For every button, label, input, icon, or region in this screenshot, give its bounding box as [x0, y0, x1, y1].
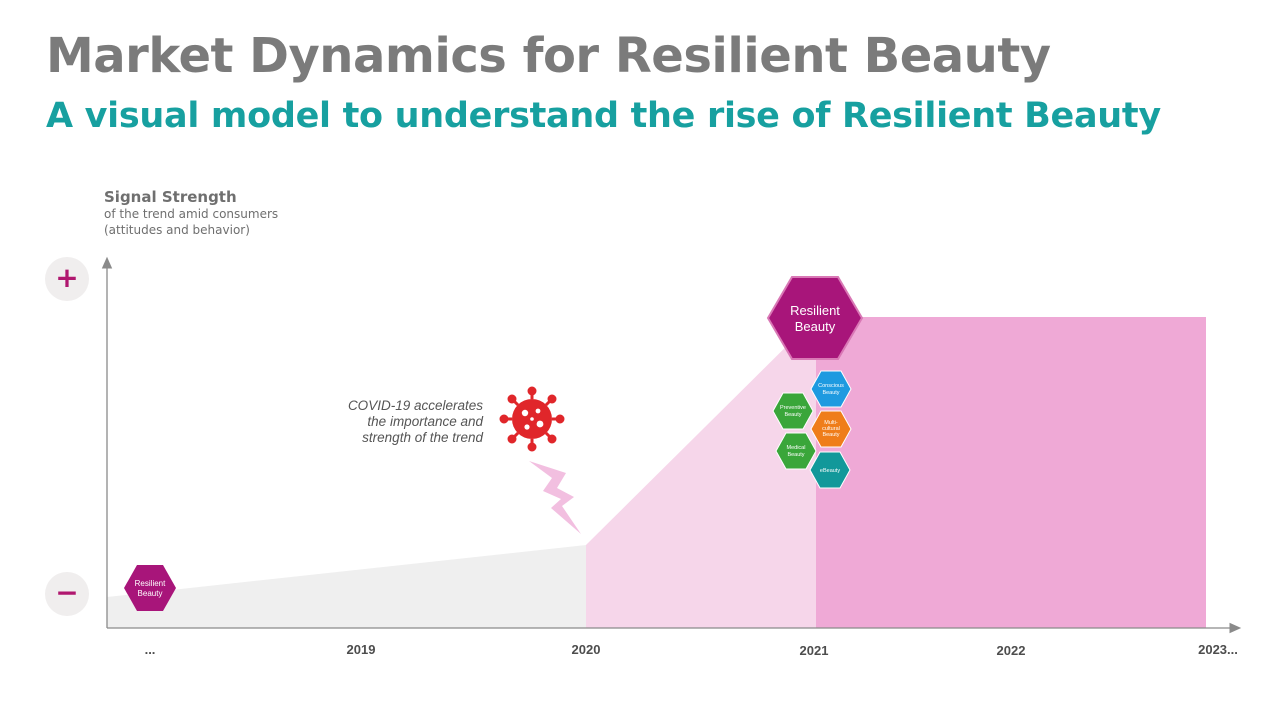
covid-note-line1: COVID-19 accelerates [348, 398, 483, 413]
svg-text:Beauty: Beauty [795, 319, 836, 334]
hexagon-resilient-beauty-large: Resilient Beauty [766, 276, 864, 360]
svg-text:Medical: Medical [787, 445, 806, 451]
svg-text:Multi-: Multi- [824, 420, 838, 426]
svg-text:Resilient: Resilient [790, 303, 840, 318]
svg-text:eBeauty: eBeauty [820, 468, 840, 474]
svg-text:Beauty: Beauty [822, 432, 839, 438]
svg-text:Preventive: Preventive [780, 405, 806, 411]
x-tick-start: ... [145, 642, 156, 657]
minus-badge: − [45, 572, 89, 616]
x-tick-2020: 2020 [572, 642, 601, 657]
page-subtitle: A visual model to understand the rise of… [46, 96, 1161, 136]
svg-text:Beauty: Beauty [784, 412, 801, 418]
hexagon-preventive-beauty: Preventive Beauty [772, 392, 814, 430]
hexagon-multicultural-beauty: Multi- cultural Beauty [810, 410, 852, 448]
virus-icon [499, 386, 565, 452]
x-tick-2019: 2019 [347, 642, 376, 657]
plus-badge: + [45, 257, 89, 301]
x-tick-2023: 2023... [1198, 642, 1238, 657]
y-axis-title-line1: of the trend amid consumers [104, 207, 279, 221]
accelerated-trend-area [586, 317, 816, 628]
covid-note-line2: the importance and [367, 414, 483, 429]
baseline-trend-area [107, 545, 586, 628]
y-axis-title-main: Signal Strength [104, 188, 237, 206]
covid-note-line3: strength of the trend [362, 430, 483, 445]
svg-text:Resilient: Resilient [135, 579, 166, 588]
peak-trend-area [816, 317, 1206, 628]
hexagon-conscious-beauty: Conscious Beauty [810, 370, 852, 408]
y-axis-title: Signal Strength of the trend amid consum… [104, 188, 278, 238]
svg-text:Beauty: Beauty [787, 452, 804, 458]
hexagon-ebeauty: eBeauty [809, 451, 851, 489]
y-axis-title-line2: (attitudes and behavior) [104, 223, 250, 237]
lightning-bolt-icon [529, 461, 581, 534]
hexagon-medical-beauty: Medical Beauty [775, 432, 817, 470]
svg-text:Beauty: Beauty [822, 390, 839, 396]
svg-text:Conscious: Conscious [818, 383, 844, 389]
svg-text:cultural: cultural [822, 426, 840, 432]
svg-text:Beauty: Beauty [138, 589, 163, 598]
x-tick-2022: 2022 [997, 643, 1026, 658]
hexagon-resilient-beauty-small: Resilient Beauty [124, 565, 176, 611]
x-tick-2021: 2021 [800, 643, 829, 658]
page-title: Market Dynamics for Resilient Beauty [46, 28, 1051, 84]
